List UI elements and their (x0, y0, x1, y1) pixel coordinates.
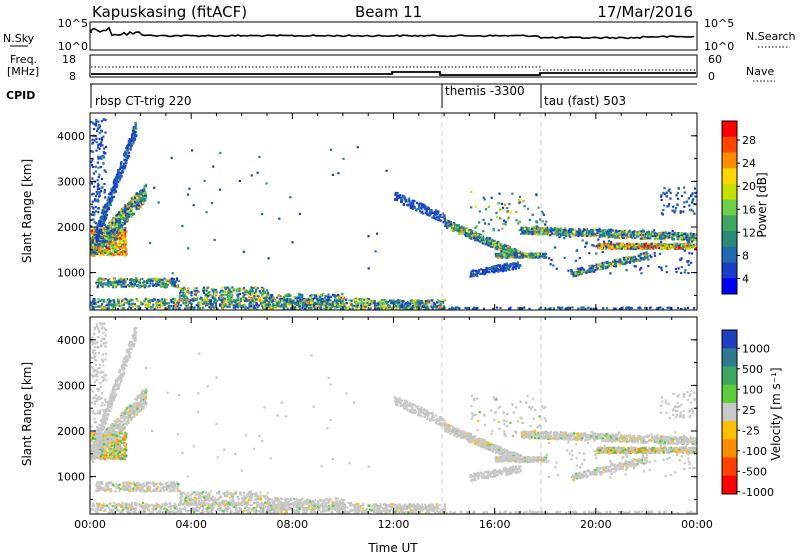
y-tick-label: 4000 (57, 130, 85, 143)
colorbar-tick-label: 500 (742, 363, 763, 376)
cpid-segment-3: tau (fast) 503 (544, 94, 626, 108)
colorbar-swatch (722, 330, 737, 349)
power-colorbar: 28 24 20 16 12 8 4 (722, 121, 756, 295)
colorbar-swatch (722, 168, 737, 184)
colorbar-tick-label: 8 (742, 249, 749, 262)
power-colorbar-label: Power [dB] (755, 172, 769, 237)
x-axis-label: Time UT (367, 541, 418, 554)
colorbar-swatch (722, 263, 737, 279)
noise-sky-label: N.Sky (3, 32, 35, 45)
colorbar-swatch (722, 421, 737, 440)
colorbar-swatch (722, 439, 737, 458)
x-tick-label: 16:00 (479, 518, 511, 531)
colorbar-tick-label: 4 (742, 272, 749, 285)
noise-sky-line (91, 28, 694, 39)
y-tick-label: 1000 (57, 267, 85, 280)
colorbar-tick-label: 16 (742, 203, 756, 216)
velocity-colorbar: 1000 500 100 25 -25 -100 -500 -1000 (722, 330, 774, 499)
x-tick-label: 12:00 (378, 518, 410, 531)
noise-panel: N.Sky 10^5 10^0 10^5 10^0 N.Search (3, 17, 796, 53)
beam-title: Beam 11 (355, 3, 422, 21)
y-tick-label: 2000 (57, 425, 85, 438)
colorbar-swatch (722, 385, 737, 404)
cpid-segment-1: rbsp CT-trig 220 (95, 94, 191, 108)
colorbar-tick-label: 100 (742, 383, 763, 396)
noise-left-tick-bottom: 10^0 (58, 40, 88, 53)
colorbar-swatch (722, 215, 737, 231)
colorbar-tick-label: 12 (742, 226, 756, 239)
y-tick-label: 4000 (57, 334, 85, 347)
colorbar-swatch (722, 366, 737, 385)
frequency-panel: Freq. [MHz] 18 8 60 0 Nave (7, 53, 775, 83)
colorbar-swatch (722, 403, 737, 422)
colorbar-swatch (722, 458, 737, 477)
noise-right-tick-top: 10^5 (704, 17, 734, 30)
colorbar-swatch (722, 152, 737, 168)
freq-unit-label: [MHz] (7, 65, 39, 78)
velocity-colorbar-label: Velocity [m s⁻¹] (769, 367, 783, 460)
colorbar-swatch (722, 200, 737, 216)
colorbar-tick-label: 1000 (742, 342, 770, 355)
freq-line (91, 72, 696, 75)
x-tick-label: 20:00 (580, 518, 612, 531)
cpid-segment-2: themis -3300 (445, 84, 525, 98)
colorbar-tick-label: 28 (742, 134, 756, 147)
nave-line (91, 67, 696, 70)
x-tick-label: 08:00 (276, 518, 308, 531)
velocity-y-axis-label: Slant Range [km] (20, 362, 34, 466)
date-title: 17/Mar/2016 (597, 3, 693, 21)
power-panel: 1000 2000 3000 4000 Slant Range [km] 28 24 20… (20, 113, 769, 310)
velocity-x-ticks: 00:00 04:00 08:00 12:00 16:00 20:00 00:00 (74, 518, 713, 531)
nave-tick-bottom: 0 (708, 70, 715, 83)
velocity-panel: 1000 2000 3000 4000 00:00 04:00 08:00 12:00 16:… (20, 317, 783, 554)
power-y-axis-label: Slant Range [km] (20, 159, 34, 263)
nave-tick-top: 60 (708, 53, 722, 66)
colorbar-swatch (722, 184, 737, 200)
colorbar-tick-label: -1000 (742, 486, 774, 499)
noise-right-tick-bottom: 10^0 (704, 40, 734, 53)
colorbar-swatch (722, 231, 737, 247)
freq-tick-top: 18 (62, 53, 76, 66)
y-tick-label: 1000 (57, 471, 85, 484)
noise-left-tick-top: 10^5 (58, 17, 88, 30)
colorbar-swatch (722, 476, 737, 495)
y-tick-label: 3000 (57, 175, 85, 188)
y-tick-label: 3000 (57, 379, 85, 392)
y-tick-label: 2000 (57, 221, 85, 234)
x-tick-label: 04:00 (175, 518, 207, 531)
colorbar-tick-label: 24 (742, 157, 756, 170)
x-tick-label: 00:00 (681, 518, 713, 531)
colorbar-swatch (722, 348, 737, 367)
noise-search-label: N.Search (746, 30, 796, 43)
cpid-panel: CPID rbsp CT-trig 220 themis -3300 tau (… (6, 84, 697, 108)
colorbar-swatch (722, 278, 737, 294)
colorbar-tick-label: -100 (742, 445, 767, 458)
colorbar-swatch (722, 247, 737, 263)
colorbar-swatch (722, 137, 737, 153)
station-title: Kapuskasing (fitACF) (92, 3, 247, 21)
colorbar-tick-label: -500 (742, 465, 767, 478)
freq-tick-bottom: 8 (69, 70, 76, 83)
x-tick-label: 00:00 (74, 518, 106, 531)
cpid-label: CPID (6, 89, 35, 102)
colorbar-tick-label: 25 (742, 404, 756, 417)
colorbar-tick-label: 20 (742, 180, 756, 193)
colorbar-swatch (722, 121, 737, 137)
colorbar-tick-label: -25 (742, 424, 760, 437)
nave-label: Nave (746, 65, 774, 78)
